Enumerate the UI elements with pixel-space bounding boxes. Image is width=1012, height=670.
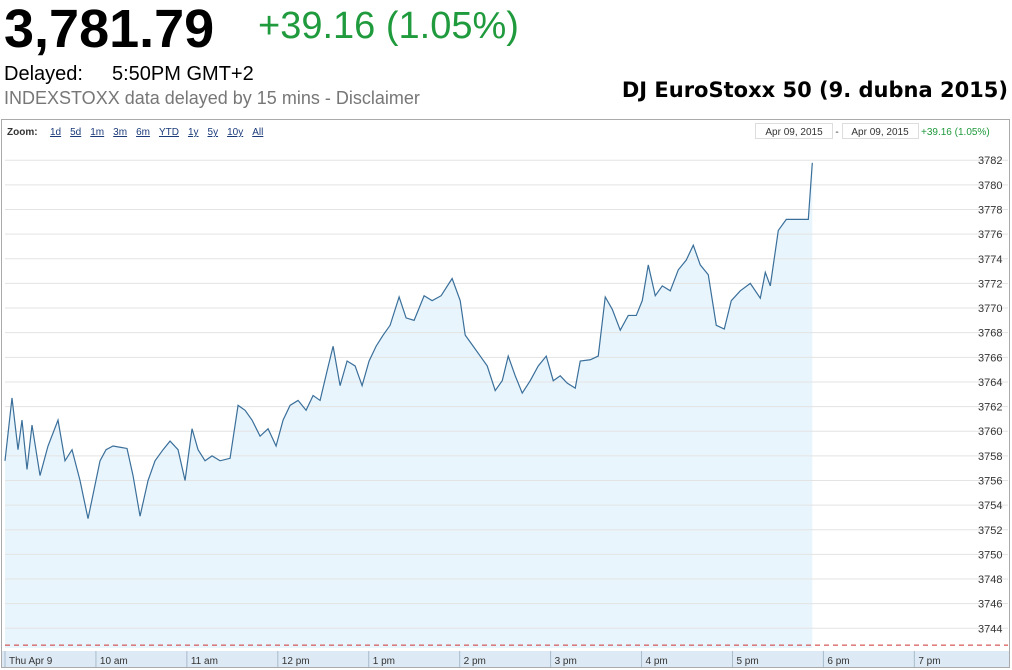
delayed-label: Delayed: xyxy=(4,63,83,85)
x-tick-label: 1 pm xyxy=(373,656,395,667)
x-tick-label: 10 am xyxy=(100,656,128,667)
range-end[interactable]: Apr 09, 2015 xyxy=(851,127,909,138)
x-tick-label: 2 pm xyxy=(464,656,486,667)
y-tick-label: 3776 xyxy=(978,229,1002,241)
x-tick-label: Thu Apr 9 xyxy=(9,656,53,667)
range-box[interactable] xyxy=(842,123,919,139)
x-tick-label: 12 pm xyxy=(282,656,310,667)
y-tick-label: 3770 xyxy=(978,303,1002,315)
y-tick-label: 3762 xyxy=(978,402,1002,414)
zoom-option[interactable]: 1d xyxy=(50,127,61,138)
zoom-option[interactable]: 6m xyxy=(136,127,150,138)
y-tick-label: 3764 xyxy=(978,377,1002,389)
range-change: +39.16 (1.05%) xyxy=(921,127,990,138)
area-fill xyxy=(5,162,813,648)
x-tick-label: 7 pm xyxy=(918,656,940,667)
y-tick-label: 3760 xyxy=(978,426,1002,438)
range-start[interactable]: Apr 09, 2015 xyxy=(765,127,823,138)
x-tick-label: 3 pm xyxy=(555,656,577,667)
price-change: +39.16 (1.05%) xyxy=(258,5,519,47)
y-tick-label: 3752 xyxy=(978,525,1002,537)
range-box[interactable] xyxy=(755,123,833,139)
zoom-option[interactable]: 1m xyxy=(90,127,104,138)
y-tick-label: 3746 xyxy=(978,599,1002,611)
zoom-option[interactable]: 5y xyxy=(208,127,219,138)
y-tick-label: 3754 xyxy=(978,500,1002,512)
price-line xyxy=(4,162,813,519)
y-tick-label: 3744 xyxy=(978,623,1002,635)
x-tick-label: 4 pm xyxy=(646,656,668,667)
zoom-option[interactable]: All xyxy=(252,127,263,138)
range-separator: - xyxy=(835,127,838,138)
caption: DJ EuroStoxx 50 (9. dubna 2015) xyxy=(622,78,1008,102)
quote-time: 5:50PM GMT+2 xyxy=(112,63,254,85)
y-tick-label: 3748 xyxy=(978,574,1002,586)
zoom-option[interactable]: 10y xyxy=(227,127,243,138)
zoom-label: Zoom: xyxy=(7,127,38,138)
y-tick-label: 3772 xyxy=(978,278,1002,290)
zoom-option[interactable]: YTD xyxy=(159,127,179,138)
zoom-option[interactable]: 3m xyxy=(113,127,127,138)
x-tick-label: 6 pm xyxy=(827,656,849,667)
y-tick-label: 3768 xyxy=(978,328,1002,340)
y-tick-label: 3782 xyxy=(978,155,1002,167)
y-tick-label: 3778 xyxy=(978,205,1002,217)
y-tick-label: 3780 xyxy=(978,180,1002,192)
y-tick-label: 3766 xyxy=(978,352,1002,364)
price: 3,781.79 xyxy=(4,0,214,59)
zoom-option[interactable]: 1y xyxy=(188,127,199,138)
zoom-option[interactable]: 5d xyxy=(70,127,81,138)
source-note[interactable]: INDEXSTOXX data delayed by 15 mins - Dis… xyxy=(4,88,420,108)
y-tick-label: 3756 xyxy=(978,475,1002,487)
y-tick-label: 3758 xyxy=(978,451,1002,463)
x-tick-label: 11 am xyxy=(191,656,218,667)
y-tick-label: 3774 xyxy=(978,254,1002,266)
x-tick-label: 5 pm xyxy=(736,656,758,667)
x-axis-band xyxy=(2,651,1009,667)
y-tick-label: 3750 xyxy=(978,549,1002,561)
